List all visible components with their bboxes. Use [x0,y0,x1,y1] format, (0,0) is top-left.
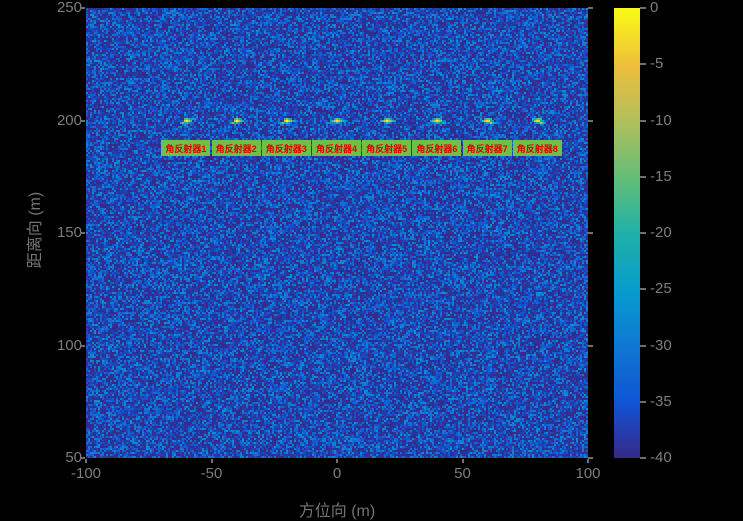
y-tick-mark-right [588,457,593,459]
x-tick-mark [210,459,213,463]
x-tick-mark [461,459,464,463]
x-tick-mark [85,459,87,463]
colorbar-tick-mark [640,232,646,234]
colorbar-tick-mark [640,457,646,459]
reflector-label: 角反射器6 [412,140,462,156]
x-tick-label: -100 [70,465,102,482]
y-tick-mark-right [588,232,593,234]
y-tick-mark-right [588,7,593,9]
reflector-label: 角反射器4 [312,140,361,156]
reflector-label: 角反射器1 [161,140,211,156]
colorbar [614,8,640,458]
colorbar-tick-label: -10 [650,111,672,129]
y-axis-label: 距离向 (m) [27,191,44,269]
reflector-label: 角反射器8 [512,140,562,156]
colorbar-tick-mark [640,7,646,9]
colorbar-tick-label: 0 [650,0,659,16]
colorbar-tick-label: -25 [650,280,672,298]
colorbar-tick-mark [640,175,646,178]
colorbar-tick-label: -20 [650,224,672,241]
x-tick-label: 100 [575,465,601,482]
y-tick-label: 50 [65,449,82,466]
x-tick-label: -50 [200,465,223,482]
colorbar-tick-mark [640,288,646,291]
colorbar-tick-mark [640,119,646,122]
colorbar-tick-label: -5 [650,55,664,73]
y-tick-label: 100 [56,336,82,354]
colorbar-tick-mark [640,400,646,403]
y-tick-mark-right [588,344,593,347]
x-tick-label: 0 [332,465,342,482]
y-tick-label: 250 [56,0,82,16]
reflector-label: 角反射器2 [211,140,261,156]
x-tick-mark [587,459,589,463]
colorbar-tick-mark [640,63,646,66]
y-tick-mark-left [80,344,85,347]
reflector-label: 角反射器7 [462,140,512,156]
y-tick-mark-left [80,232,85,234]
colorbar-tick-label: -35 [650,392,672,410]
colorbar-tick-mark [640,344,646,347]
y-tick-label: 200 [56,111,82,129]
reflector-label: 角反射器3 [261,140,311,156]
colorbar-tick-label: -40 [650,449,672,466]
reflector-label: 角反射器5 [362,140,412,156]
x-axis-label: 方位向 (m) [298,503,376,520]
y-tick-mark-left [80,119,85,122]
sar-image-canvas [86,8,588,458]
x-tick-label: 50 [454,465,471,482]
y-tick-mark-right [588,119,593,122]
y-tick-mark-left [80,7,85,9]
y-tick-mark-left [80,457,85,459]
y-tick-label: 150 [56,224,82,241]
colorbar-tick-label: -15 [650,167,672,185]
x-tick-mark [336,459,338,463]
colorbar-tick-label: -30 [650,336,672,354]
